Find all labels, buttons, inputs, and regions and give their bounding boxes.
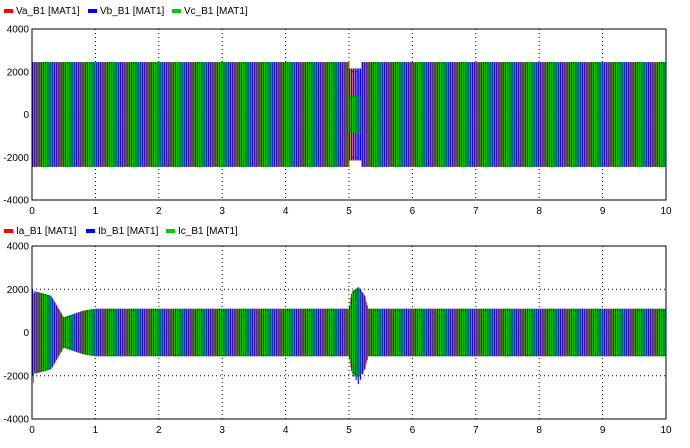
- x-tick-label: 9: [600, 425, 606, 436]
- x-tick-label: 7: [473, 206, 479, 217]
- legend-item: Ic_B1 [MAT1]: [166, 226, 238, 237]
- series-line: [32, 287, 666, 378]
- x-tick-label: 1: [93, 425, 99, 436]
- y-tick-label: -4000: [3, 196, 29, 207]
- series-line: [32, 287, 666, 383]
- x-tick-label: 4: [283, 425, 289, 436]
- legend-label: Vc_B1 [MAT1]: [184, 6, 248, 17]
- x-tick-label: 5: [346, 425, 352, 436]
- y-tick-label: 0: [23, 328, 29, 339]
- legend-label: Ic_B1 [MAT1]: [178, 226, 238, 237]
- legend-swatch: [86, 229, 95, 233]
- legend-label: Va_B1 [MAT1]: [16, 6, 80, 17]
- series-line: [32, 287, 665, 385]
- x-tick-label: 6: [410, 425, 416, 436]
- legend-label: Ia_B1 [MAT1]: [16, 226, 77, 237]
- x-tick-label: 5: [346, 206, 352, 217]
- x-tick-label: 9: [600, 206, 606, 217]
- x-tick-label: 10: [660, 425, 672, 436]
- series-2: [32, 287, 666, 383]
- legend-item: Vc_B1 [MAT1]: [172, 6, 248, 17]
- series-0: [32, 287, 666, 378]
- legend-label: Vb_B1 [MAT1]: [100, 6, 165, 17]
- voltage-chart: 0 1 2 3 4 5 6 7 8 9 10 4000 2000 0 -2000 -4000 Va_B1 [MA…: [3, 6, 672, 217]
- y-tick-label: 4000: [7, 242, 30, 253]
- legend-swatch: [172, 9, 181, 13]
- x-tick-label: 3: [219, 206, 225, 217]
- legend-item: Ia_B1 [MAT1]: [4, 226, 77, 237]
- x-tick-label: 3: [219, 425, 225, 436]
- legend-swatch: [88, 9, 97, 13]
- legend-label: Ib_B1 [MAT1]: [98, 226, 159, 237]
- y-tick-label: -4000: [3, 415, 29, 426]
- current-chart: 0 1 2 3 4 5 6 7 8 9 10 4000 2000 0 -2000 -4000 Ia_B1 [MA…: [3, 226, 672, 436]
- legend-item: Vb_B1 [MAT1]: [88, 6, 165, 17]
- series-0: [32, 62, 666, 167]
- x-tick-label: 1: [93, 206, 99, 217]
- x-tick-label: 7: [473, 425, 479, 436]
- series-1: [32, 287, 665, 385]
- x-tick-label: 8: [536, 206, 542, 217]
- legend-item: Va_B1 [MAT1]: [4, 6, 80, 17]
- y-tick-label: 0: [23, 110, 29, 121]
- y-tick-label: -2000: [3, 371, 29, 382]
- y-tick-label: 2000: [7, 67, 30, 78]
- x-tick-label: 0: [29, 206, 35, 217]
- plot-frame: [31, 28, 667, 201]
- series-1: [32, 62, 665, 167]
- legend-swatch: [4, 9, 13, 13]
- y-tick-label: 4000: [7, 25, 30, 36]
- x-tick-label: 6: [410, 206, 416, 217]
- legend-swatch: [4, 229, 13, 233]
- series-2: [32, 62, 666, 167]
- y-tick-label: 2000: [7, 285, 30, 296]
- x-tick-label: 4: [283, 206, 289, 217]
- legend-swatch: [166, 229, 175, 233]
- x-tick-label: 10: [660, 206, 672, 217]
- x-tick-label: 2: [156, 425, 162, 436]
- x-tick-label: 8: [536, 425, 542, 436]
- y-tick-label: -2000: [3, 153, 29, 164]
- x-tick-label: 0: [29, 425, 35, 436]
- legend-item: Ib_B1 [MAT1]: [86, 226, 159, 237]
- plot-frame: [31, 245, 667, 420]
- series-line: [32, 62, 666, 167]
- series-line: [32, 62, 666, 167]
- x-tick-label: 2: [156, 206, 162, 217]
- series-line: [32, 62, 665, 167]
